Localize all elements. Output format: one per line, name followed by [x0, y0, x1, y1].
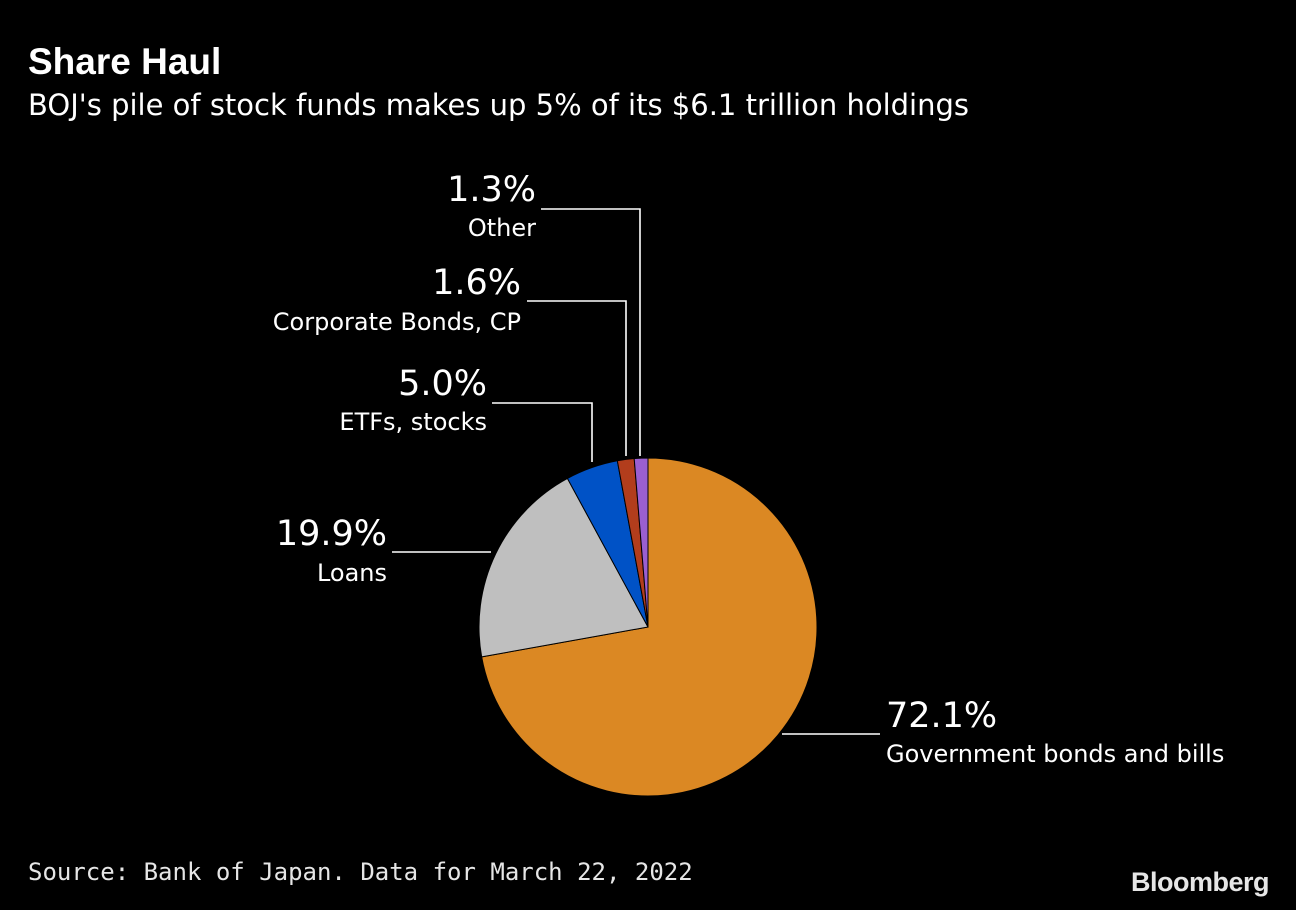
pie-slice-1 [478, 477, 649, 658]
slice-category-label-3: Corporate Bonds, CP [273, 308, 521, 336]
bloomberg-logo: Bloomberg [1130, 867, 1270, 897]
slice-category-label-0: Government bonds and bills [886, 740, 1224, 768]
leader-line-3 [527, 300, 627, 456]
slice-value-label-4: 1.3% [447, 170, 536, 210]
slice-value-label-1: 19.9% [276, 514, 387, 554]
pie-slice-4 [633, 457, 649, 628]
slice-value-label-2: 5.0% [398, 364, 487, 404]
slice-value-label-3: 1.6% [432, 263, 521, 303]
slice-category-label-2: ETFs, stocks [339, 408, 487, 436]
slice-category-label-1: Loans [317, 559, 387, 587]
chart-title: Share Haul [28, 41, 222, 82]
leader-line-4 [541, 208, 641, 456]
chart-subtitle: BOJ's pile of stock funds makes up 5% of… [28, 88, 969, 122]
pie-slice-0 [481, 457, 818, 797]
slice-category-label-4: Other [468, 214, 536, 242]
source-note: Source: Bank of Japan. Data for March 22… [28, 858, 693, 886]
leader-line-2 [492, 402, 593, 462]
slice-value-label-0: 72.1% [886, 696, 997, 736]
